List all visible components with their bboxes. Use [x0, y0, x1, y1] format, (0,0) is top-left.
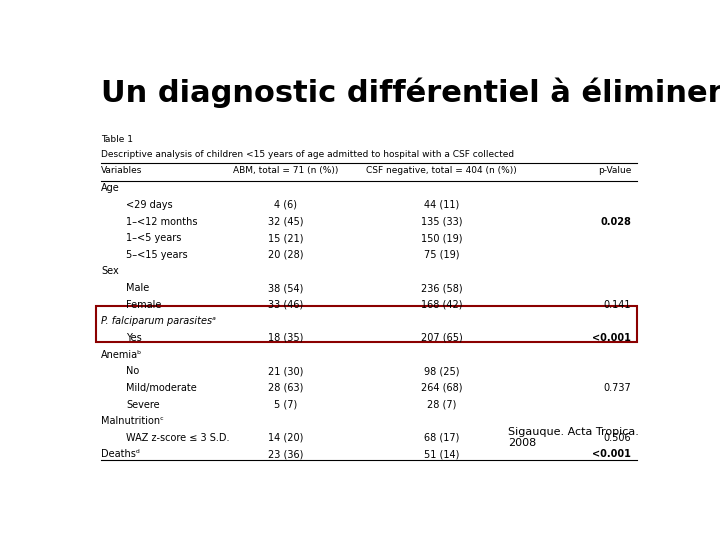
Text: Un diagnostic différentiel à éliminer: Un diagnostic différentiel à éliminer: [101, 77, 720, 108]
Text: 4 (6): 4 (6): [274, 200, 297, 210]
Text: 264 (68): 264 (68): [420, 383, 462, 393]
Text: Descriptive analysis of children <15 years of age admitted to hospital with a CS: Descriptive analysis of children <15 yea…: [101, 150, 514, 159]
Text: WAZ z-score ≤ 3 S.D.: WAZ z-score ≤ 3 S.D.: [126, 433, 230, 443]
Text: 33 (46): 33 (46): [268, 300, 303, 310]
Text: CSF negative, total = 404 (n (%)): CSF negative, total = 404 (n (%)): [366, 166, 517, 175]
Text: Male: Male: [126, 283, 150, 293]
Text: Mild/moderate: Mild/moderate: [126, 383, 197, 393]
Text: 14 (20): 14 (20): [268, 433, 303, 443]
Text: <0.001: <0.001: [593, 333, 631, 343]
Text: 75 (19): 75 (19): [424, 250, 459, 260]
Text: 1–<5 years: 1–<5 years: [126, 233, 181, 243]
Text: Malnutritionᶜ: Malnutritionᶜ: [101, 416, 164, 426]
Text: 51 (14): 51 (14): [424, 449, 459, 460]
Text: Sigauque. Acta Tropica.
2008: Sigauque. Acta Tropica. 2008: [508, 427, 639, 448]
Text: 1–<12 months: 1–<12 months: [126, 217, 198, 227]
Text: Anemiaᵇ: Anemiaᵇ: [101, 349, 143, 360]
Text: 5 (7): 5 (7): [274, 400, 297, 409]
Text: 28 (7): 28 (7): [427, 400, 456, 409]
Text: 23 (36): 23 (36): [268, 449, 303, 460]
Text: Severe: Severe: [126, 400, 160, 409]
Text: 98 (25): 98 (25): [424, 366, 459, 376]
Text: 32 (45): 32 (45): [268, 217, 303, 227]
Text: <0.001: <0.001: [593, 449, 631, 460]
Text: Female: Female: [126, 300, 162, 310]
Text: 20 (28): 20 (28): [268, 250, 303, 260]
Text: Table 1: Table 1: [101, 136, 133, 145]
Text: Age: Age: [101, 183, 120, 193]
Text: Sex: Sex: [101, 266, 119, 276]
Text: 135 (33): 135 (33): [420, 217, 462, 227]
Text: p-Value: p-Value: [598, 166, 631, 175]
Text: 236 (58): 236 (58): [420, 283, 462, 293]
Text: 15 (21): 15 (21): [268, 233, 303, 243]
Text: 28 (63): 28 (63): [268, 383, 303, 393]
Text: Deathsᵈ: Deathsᵈ: [101, 449, 140, 460]
Text: <29 days: <29 days: [126, 200, 173, 210]
Text: 0.506: 0.506: [603, 433, 631, 443]
Text: Variables: Variables: [101, 166, 143, 175]
Text: 0.737: 0.737: [603, 383, 631, 393]
Text: 168 (42): 168 (42): [420, 300, 462, 310]
Text: 38 (54): 38 (54): [268, 283, 303, 293]
Text: No: No: [126, 366, 140, 376]
Text: 68 (17): 68 (17): [424, 433, 459, 443]
Text: 150 (19): 150 (19): [420, 233, 462, 243]
Text: 44 (11): 44 (11): [424, 200, 459, 210]
Text: ABM, total = 71 (n (%)): ABM, total = 71 (n (%)): [233, 166, 338, 175]
Text: 5–<15 years: 5–<15 years: [126, 250, 188, 260]
Text: 207 (65): 207 (65): [420, 333, 462, 343]
Text: 18 (35): 18 (35): [268, 333, 303, 343]
Text: 0.141: 0.141: [604, 300, 631, 310]
Text: 0.028: 0.028: [600, 217, 631, 227]
Text: P. falciparum parasitesᵃ: P. falciparum parasitesᵃ: [101, 316, 216, 326]
Text: 21 (30): 21 (30): [268, 366, 303, 376]
Text: Yes: Yes: [126, 333, 142, 343]
